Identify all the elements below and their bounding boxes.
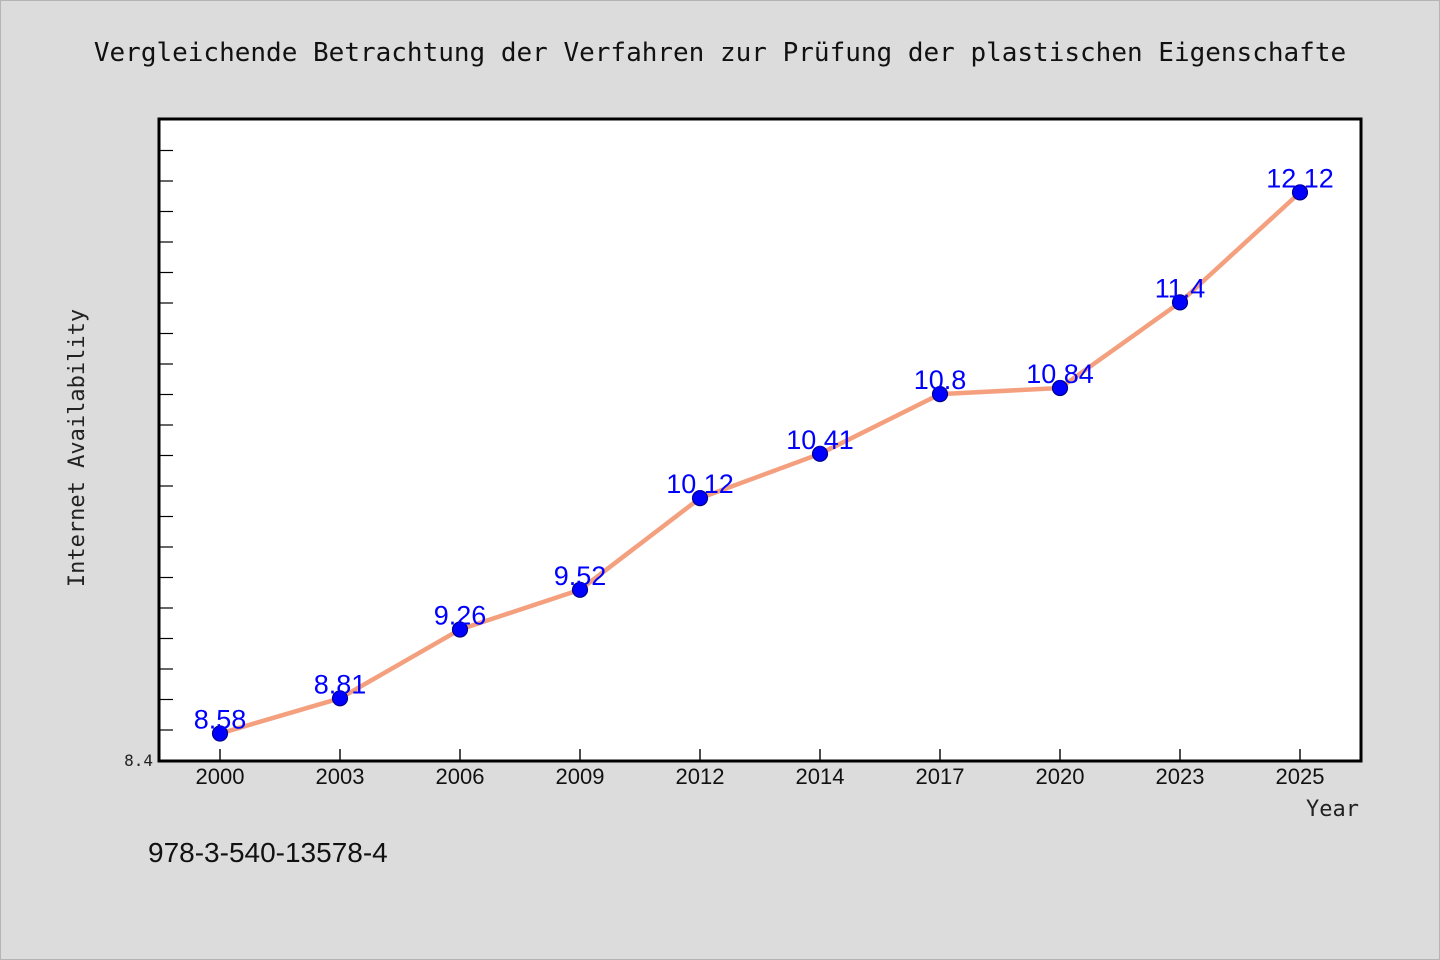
series-line: [217, 190, 1303, 736]
data-point: [811, 445, 829, 462]
data-series: 8.58 8.81 9.26 9.52 10.12 10.41 10.8 10.84 11.4 1…: [194, 163, 1334, 742]
x-tick-label: 2006: [436, 764, 485, 789]
y-axis-ticks: [159, 149, 173, 731]
data-label: 10.8: [914, 365, 967, 395]
x-tick-label: 2009: [556, 764, 605, 789]
data-point: [571, 581, 589, 598]
plot-area: [157, 117, 1363, 763]
x-tick-label: 2003: [316, 764, 365, 789]
data-point: [691, 490, 709, 507]
data-label: 9.26: [434, 601, 487, 631]
data-label: 11.4: [1155, 273, 1206, 303]
data-label: 9.52: [554, 561, 607, 591]
data-point: [1051, 379, 1069, 397]
y-axis-title: Internet Availability: [65, 309, 90, 587]
x-axis-title: Year: [1306, 797, 1359, 822]
x-axis-ticks: 2000 2003 2006 2009 2012 2014 2017 2020 2023 2025: [196, 749, 1325, 789]
x-tick-label: 2025: [1276, 764, 1325, 789]
data-point: [1291, 184, 1309, 201]
data-label: 12.12: [1266, 163, 1334, 193]
x-tick-label: 2020: [1036, 764, 1085, 789]
x-tick-label: 2023: [1156, 764, 1205, 789]
data-label: 8.81: [314, 669, 367, 699]
data-label: 8.58: [194, 705, 247, 735]
data-point: [451, 621, 469, 638]
data-label: 10.84: [1026, 359, 1094, 389]
isbn-label: 978-3-540-13578-4: [148, 837, 388, 868]
data-point: [331, 690, 349, 707]
x-tick-label: 2012: [676, 764, 725, 789]
data-point: [1171, 294, 1189, 311]
chart-title: Vergleichende Betrachtung der Verfahren …: [94, 38, 1346, 68]
y-tick-label: 8.4: [124, 751, 153, 770]
x-tick-label: 2014: [796, 764, 845, 789]
data-label: 10.12: [666, 469, 734, 499]
data-point: [931, 386, 949, 403]
data-label: 10.41: [786, 425, 854, 455]
x-tick-label: 2000: [196, 764, 245, 789]
data-point: [211, 725, 229, 742]
x-tick-label: 2017: [916, 764, 965, 789]
